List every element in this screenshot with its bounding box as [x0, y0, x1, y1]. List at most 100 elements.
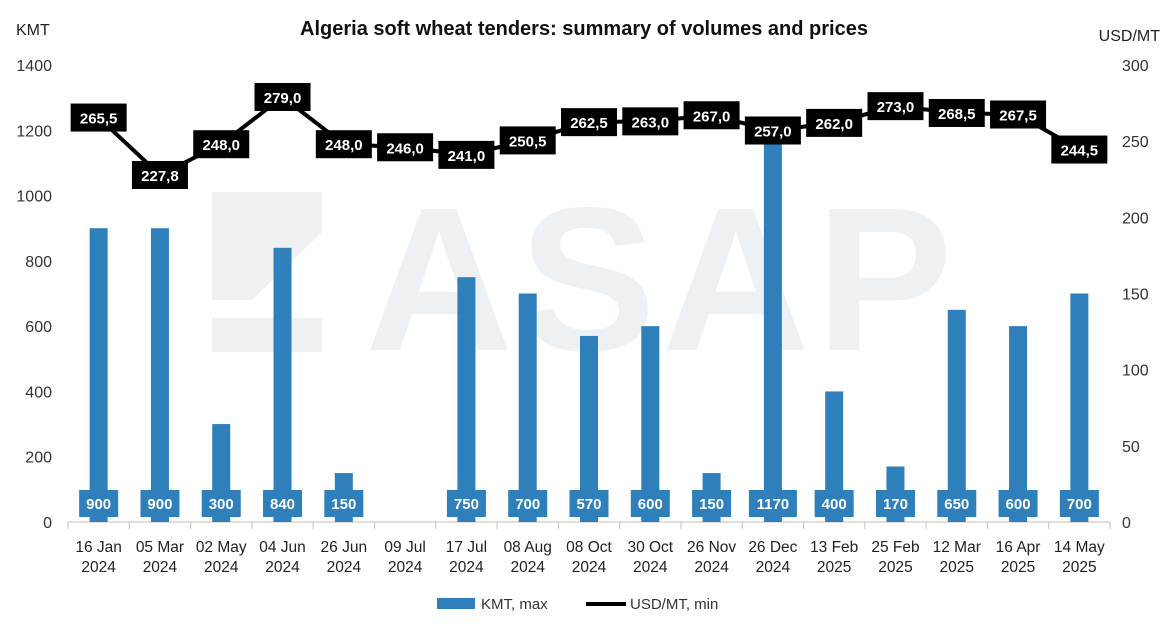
bar-data-label-box — [569, 490, 609, 517]
price-data-label-text: 246,0 — [386, 140, 424, 157]
price-data-label-text: 265,5 — [80, 111, 118, 128]
price-data-label: 279,0 — [254, 82, 311, 111]
price-data-label-text: 227,8 — [141, 168, 179, 185]
bar-series: 900 900 300 840 150 750 700 570 600 150 1170 400 170… — [79, 140, 1099, 523]
x-axis-category-year: 2024 — [756, 559, 791, 576]
right-axis-tick-label: 300 — [1122, 58, 1149, 75]
price-data-label-text: 267,0 — [693, 108, 731, 125]
bar-data-label-text: 900 — [86, 496, 111, 513]
left-axis-tick-label: 1200 — [16, 123, 52, 140]
bar-data-label: 570 — [569, 490, 609, 517]
right-axis-tick-label: 200 — [1122, 210, 1149, 227]
bar-data-label: 400 — [814, 490, 854, 517]
price-data-label: 257,0 — [744, 116, 801, 145]
x-axis-category-year: 2024 — [572, 559, 607, 576]
x-axis-category-year: 2024 — [265, 559, 300, 576]
x-axis-category-label: 26 Jun — [321, 539, 368, 556]
x-axis-category-label: 25 Feb — [871, 539, 919, 556]
bar-data-label: 150 — [692, 490, 732, 517]
bar-data-label-text: 170 — [883, 496, 908, 513]
bar-data-label-box — [998, 490, 1038, 517]
bar-data-label-text: 600 — [1006, 496, 1031, 513]
x-axis-category-year: 2024 — [633, 559, 668, 576]
price-data-label: 263,0 — [622, 107, 679, 136]
x-axis-category-label: 16 Jan — [75, 539, 122, 556]
bar-data-label: 150 — [324, 490, 364, 517]
price-data-label-text: 250,5 — [509, 133, 547, 150]
price-data-label-text: 279,0 — [264, 90, 302, 107]
price-data-label-box — [315, 130, 372, 159]
bar — [763, 140, 782, 523]
x-axis-category-label: 14 May — [1054, 539, 1105, 556]
bar-data-label-box — [324, 490, 364, 517]
bar-data-label: 300 — [201, 490, 241, 517]
left-axis-tick-label: 1000 — [16, 189, 52, 206]
price-data-label-text: 262,0 — [815, 116, 853, 133]
bar-data-label-text: 150 — [699, 496, 724, 513]
x-axis-category-year: 2024 — [388, 559, 423, 576]
bar-data-label: 600 — [998, 490, 1038, 517]
x-axis-category-label: 02 May — [196, 539, 247, 556]
x-axis-category-year: 2024 — [143, 559, 178, 576]
price-data-label: 244,5 — [1051, 135, 1108, 164]
x-axis-category-year: 2024 — [327, 559, 362, 576]
x-axis-category-year: 2025 — [1062, 559, 1096, 576]
x-axis-category-label: 09 Jul — [384, 539, 425, 556]
right-axis-tick-label: 0 — [1122, 515, 1131, 532]
bar-data-label: 650 — [937, 490, 977, 517]
bar — [150, 228, 169, 522]
bar-data-label-text: 600 — [638, 496, 663, 513]
bar-data-label-box — [748, 490, 797, 517]
price-data-label-box — [990, 100, 1047, 129]
price-data-label: 246,0 — [377, 133, 434, 162]
price-data-label-box — [438, 140, 495, 169]
price-data-label-text: 267,5 — [999, 108, 1037, 125]
bar-data-label-box — [263, 490, 303, 517]
legend-swatch-bar — [437, 598, 475, 609]
price-data-label-box — [70, 103, 127, 132]
right-axis-unit: USD/MT — [1099, 28, 1161, 45]
x-axis-category-year: 2024 — [510, 559, 545, 576]
bar-data-label-text: 900 — [147, 496, 172, 513]
bar-data-label-text: 150 — [331, 496, 356, 513]
bar-data-label: 1170 — [748, 490, 797, 517]
price-data-label: 265,5 — [70, 103, 127, 132]
watermark-text: ASAP — [365, 165, 959, 394]
chart-title: Algeria soft wheat tenders: summary of v… — [300, 18, 868, 40]
bar-data-label-box — [937, 490, 977, 517]
price-data-label-text: 244,5 — [1061, 143, 1099, 160]
x-axis-category-label: 05 Mar — [136, 539, 184, 556]
bar-data-label: 840 — [263, 490, 303, 517]
x-axis-category-year: 2025 — [817, 559, 851, 576]
price-data-label-box — [561, 108, 617, 137]
line-series: 265,5 227,8 248,0 279,0 248,0 246,0 241,0 250,5… — [70, 82, 1108, 189]
price-data-label-text: 248,0 — [325, 137, 363, 154]
left-axis-tick-label: 600 — [25, 319, 52, 336]
right-axis-tick-label: 250 — [1122, 134, 1149, 151]
bar-data-label-box — [1059, 490, 1099, 517]
x-axis-category-year: 2024 — [694, 559, 729, 576]
bar — [273, 247, 292, 523]
price-data-label: 248,0 — [315, 130, 372, 159]
bar-data-label-text: 650 — [944, 496, 969, 513]
right-axis-tick-label: 50 — [1122, 439, 1140, 456]
price-data-label-text: 248,0 — [202, 137, 240, 154]
bar — [89, 228, 108, 522]
bar — [947, 309, 966, 522]
bar-data-label: 700 — [1059, 490, 1099, 517]
bar-data-label-box — [692, 490, 732, 517]
bar-data-label-text: 1170 — [757, 496, 790, 513]
price-data-label-text: 263,0 — [632, 114, 670, 131]
price-data-label-box — [683, 101, 740, 130]
bar — [641, 326, 660, 522]
price-data-label-box — [928, 98, 985, 127]
bar — [1070, 293, 1089, 522]
price-data-label-box — [622, 107, 679, 136]
bar-data-label-text: 300 — [209, 496, 234, 513]
price-data-label: 248,0 — [193, 130, 250, 159]
x-axis-category-label: 12 Mar — [933, 539, 981, 556]
x-axis-category-year: 2025 — [940, 559, 974, 576]
bar-data-label: 900 — [140, 490, 180, 517]
bar-data-label-box — [875, 490, 915, 517]
